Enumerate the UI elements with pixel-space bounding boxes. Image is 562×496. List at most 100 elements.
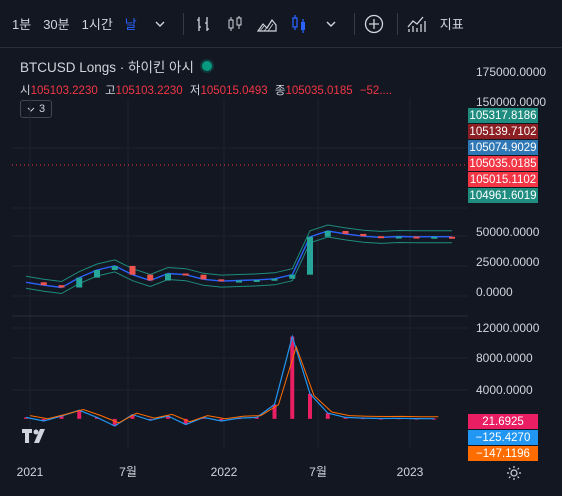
candle (431, 236, 438, 239)
histogram-bar (308, 393, 312, 419)
interval-1h[interactable]: 1시간 (81, 17, 113, 32)
change-value: −52.... (359, 85, 393, 97)
open-key: 시 (20, 85, 31, 97)
candle (378, 236, 384, 239)
histogram-bar (343, 417, 348, 419)
price-tick-label: 0.0000 (476, 285, 513, 299)
osc-tick-label: 4000.0000 (476, 383, 533, 397)
histogram-bar (183, 418, 188, 425)
add-compare-icon[interactable] (363, 13, 385, 35)
toolbar-divider (353, 12, 355, 35)
interval-1m[interactable]: 1분 (12, 17, 32, 32)
candle (165, 273, 171, 281)
signal-line-orange (29, 345, 439, 424)
price-tick-label: 175000.0000 (476, 65, 546, 79)
histogram-bar (325, 413, 330, 419)
time-tick-label: 2022 (211, 465, 238, 479)
candle (253, 279, 260, 282)
candle (58, 285, 65, 288)
candle (200, 274, 207, 280)
histogram-bar (59, 415, 64, 419)
time-tick-label: 7월 (309, 465, 327, 479)
interval-1d[interactable]: 날 (124, 17, 137, 32)
indicators-icon[interactable] (406, 13, 428, 35)
histogram-bar (254, 417, 259, 419)
osc-axis-label: 21.6925 (468, 414, 538, 429)
price-tick-label: 25000.0000 (476, 255, 540, 269)
chevron-down-icon[interactable] (149, 13, 171, 35)
low-value: 105015.0493 (200, 85, 268, 97)
high-value: 105103.2230 (115, 85, 183, 97)
high-key: 고 (104, 85, 116, 97)
osc-tick-label: 12000.0000 (476, 321, 540, 335)
candle (40, 282, 47, 286)
candlestick-icon[interactable] (224, 13, 246, 35)
candle (307, 236, 313, 275)
collapse-indicators-button[interactable]: 3 (20, 100, 52, 118)
candle (236, 280, 242, 283)
candle (182, 273, 189, 276)
candle (449, 236, 455, 239)
indicator-count: 3 (38, 103, 46, 115)
interval-30m[interactable]: 30분 (43, 17, 70, 32)
histogram-bar (272, 404, 277, 419)
market-status-icon (201, 61, 212, 71)
histogram-bar (24, 417, 28, 419)
candle (360, 233, 367, 237)
osc-tick-label: 8000.0000 (476, 351, 533, 365)
toolbar-divider (396, 12, 398, 35)
time-tick-label: 7월 (119, 465, 137, 479)
price-axis-label: 105139.7102 (468, 124, 538, 139)
upper-band-line (25, 224, 453, 283)
candle (289, 274, 296, 279)
toolbar-divider (182, 12, 184, 35)
osc-axis-label: −125.4270 (468, 430, 538, 445)
chart-area[interactable]: BTCUSD Longs · 하이킨 아시 시105103.2230 고1051… (0, 48, 562, 496)
histogram-bar (95, 417, 99, 419)
candle (271, 278, 278, 281)
candle (324, 230, 331, 237)
price-axis-label: 105035.0185 (468, 156, 538, 171)
candle (147, 274, 154, 281)
low-key: 저 (189, 85, 201, 97)
histogram-bar (112, 418, 117, 426)
open-value: 105103.2230 (30, 85, 98, 97)
histogram-bar (148, 418, 153, 421)
price-axis-label: 105074.9029 (468, 140, 538, 155)
time-tick-label: 2021 (17, 465, 44, 479)
candle (395, 236, 402, 239)
symbol-title[interactable]: BTCUSD Longs · 하이킨 아시 (20, 60, 194, 75)
candle (218, 279, 225, 282)
signal-line-blue (25, 334, 435, 427)
histogram-bar (201, 417, 206, 419)
candle (342, 230, 349, 234)
candle (111, 265, 118, 271)
time-tick-label: 2023 (397, 465, 424, 479)
price-axis-label: 105317.8186 (468, 108, 538, 123)
chevron-down-icon (27, 107, 35, 112)
heikin-ashi-icon[interactable] (288, 13, 310, 35)
candle (76, 277, 83, 288)
series-legend: BTCUSD Longs · 하이킨 아시 시105103.2230 고1051… (20, 56, 396, 98)
candle (413, 236, 420, 239)
price-tick-label: 50000.0000 (476, 225, 540, 239)
price-chart-svg: 175000.0000 150000.0000 50000.0000 25000.00… (12, 65, 546, 479)
gear-icon[interactable] (506, 465, 522, 486)
area-chart-icon[interactable] (256, 13, 278, 35)
histogram-bar (290, 336, 295, 419)
close-key: 종 (274, 85, 286, 97)
price-tick-label: 150000.0000 (476, 95, 546, 109)
bar-chart-icon[interactable] (192, 13, 214, 35)
candle (94, 270, 100, 278)
osc-axis-label: −147.1196 (468, 446, 538, 461)
histogram-bar (130, 414, 135, 419)
price-axis-label: 104961.6019 (468, 188, 538, 203)
chevron-down-icon[interactable] (320, 13, 342, 35)
histogram-bar (219, 418, 224, 421)
candle (129, 265, 136, 275)
indicators-label[interactable]: 지표 (439, 17, 464, 32)
close-value: 105035.0185 (285, 85, 353, 97)
lower-band-line (25, 236, 453, 295)
ohlc-values: 시105103.2230 고105103.2230 저105015.0493 종… (20, 82, 396, 98)
top-toolbar: 1분 30분 1시간 날 지표 (0, 0, 562, 48)
